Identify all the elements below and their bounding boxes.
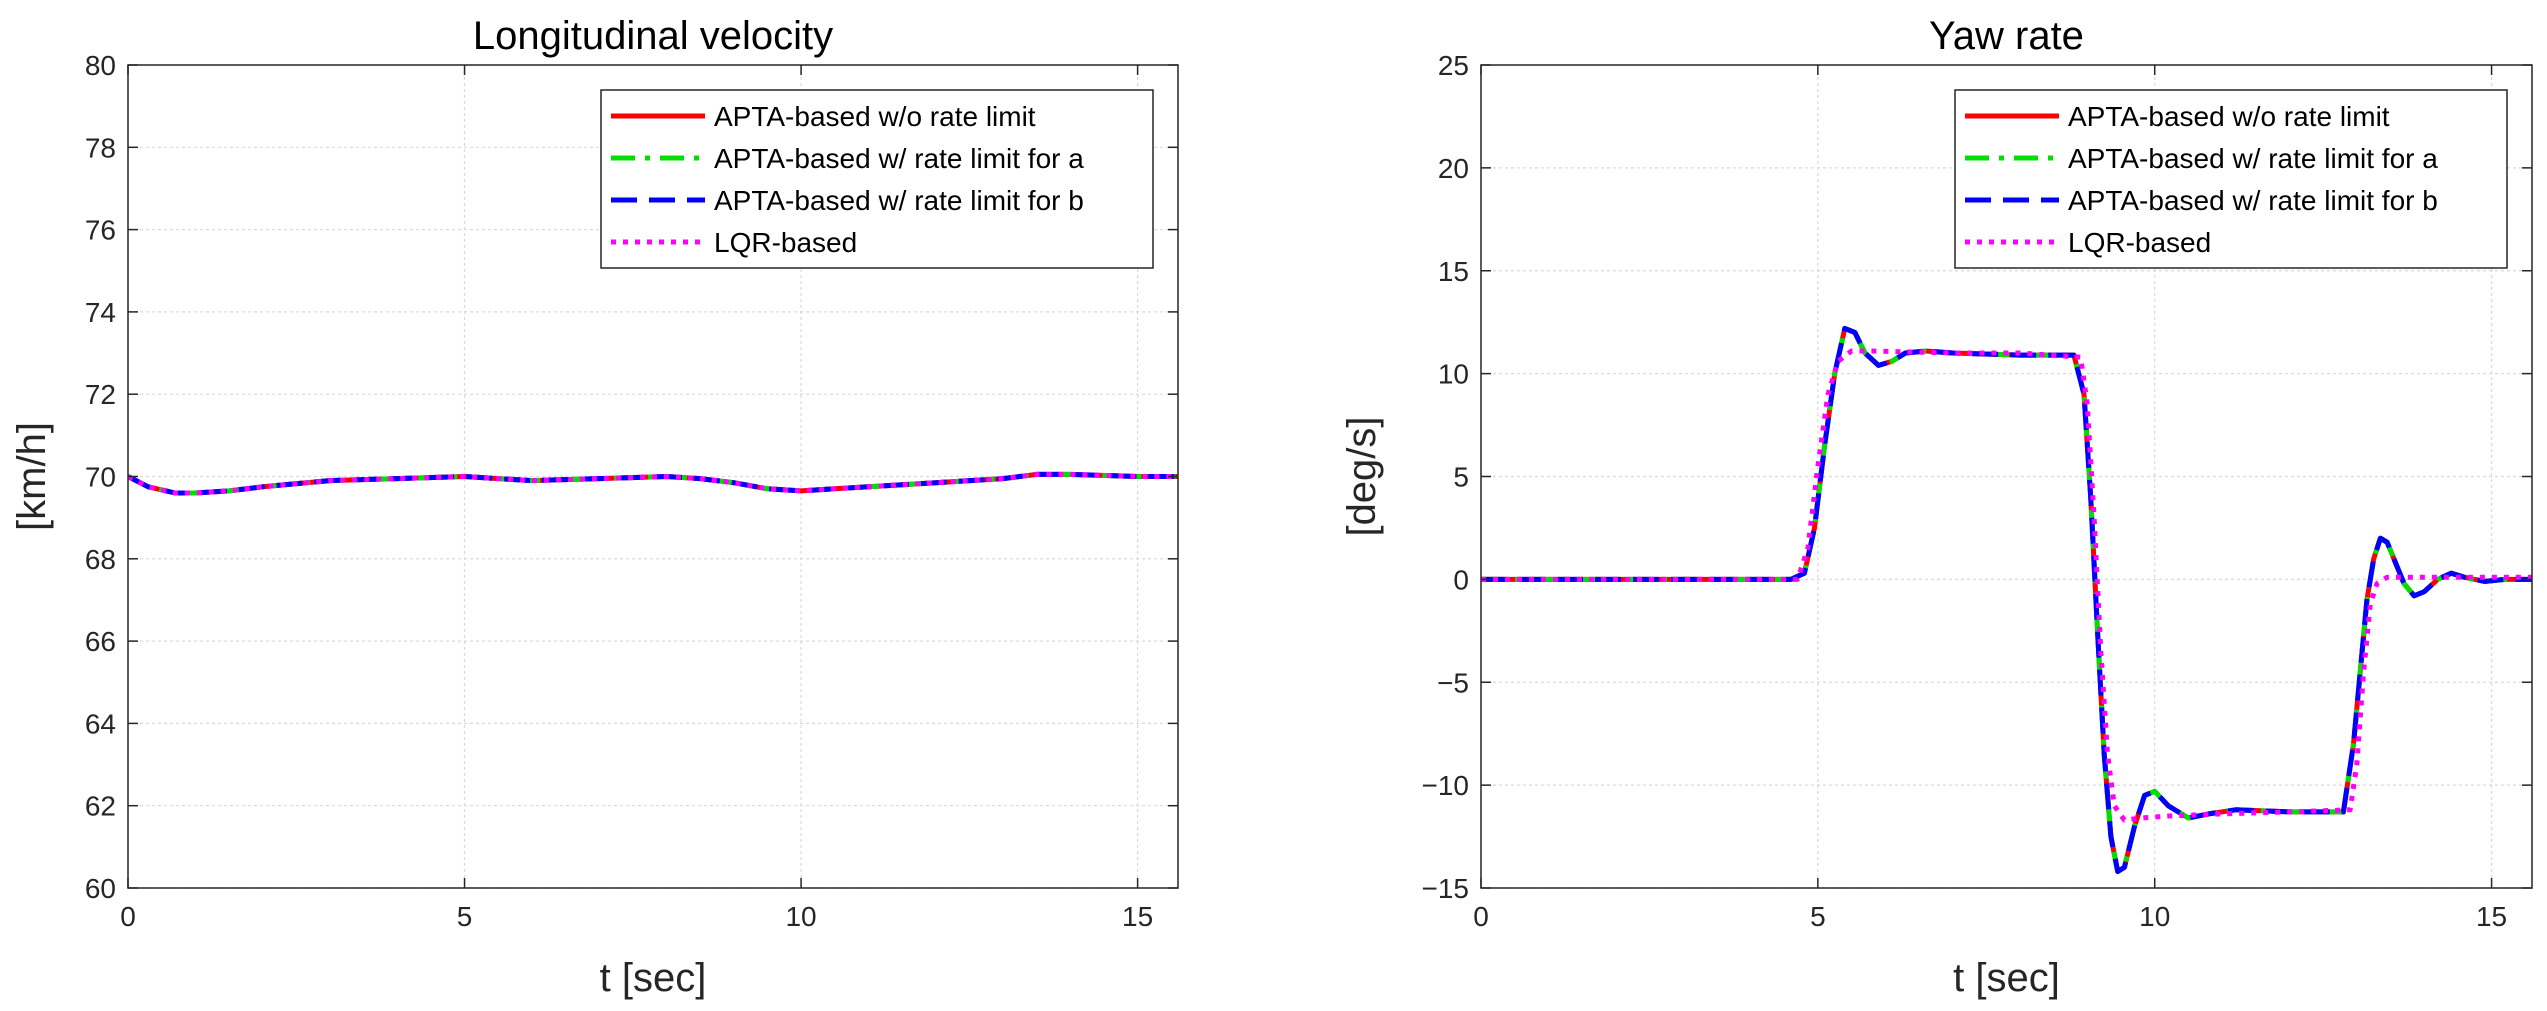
legend-label-2: APTA-based w/ rate limit for a bbox=[2068, 143, 2438, 174]
legend-label-1: APTA-based w/o rate limit bbox=[714, 101, 1036, 132]
x-tick-label: 10 bbox=[785, 901, 816, 932]
y-tick-label: 74 bbox=[85, 297, 116, 328]
x-axis-label: t [sec] bbox=[1953, 956, 2060, 1000]
y-tick-label: 64 bbox=[85, 708, 116, 739]
y-tick-label: 68 bbox=[85, 544, 116, 575]
y-tick-label: 0 bbox=[1453, 564, 1469, 595]
x-axis-label: t [sec] bbox=[600, 956, 707, 1000]
y-tick-label: 60 bbox=[85, 873, 116, 904]
y-tick-label: 20 bbox=[1438, 153, 1469, 184]
y-tick-label: 15 bbox=[1438, 256, 1469, 287]
x-tick-label: 5 bbox=[457, 901, 473, 932]
legend-label-4: LQR-based bbox=[2068, 227, 2211, 258]
legend-label-3: APTA-based w/ rate limit for b bbox=[714, 185, 1084, 216]
y-tick-label: 76 bbox=[85, 215, 116, 246]
legend-label-2: APTA-based w/ rate limit for a bbox=[714, 143, 1084, 174]
series-group bbox=[128, 471, 1178, 496]
chart-title: Yaw rate bbox=[1929, 14, 2084, 58]
y-tick-label: 25 bbox=[1438, 50, 1469, 81]
legend-box bbox=[600, 89, 1154, 269]
x-tick-label: 15 bbox=[1122, 901, 1153, 932]
yaw-rate-chart: 0 5 10 15 −15 −10 −5 0 5 10 15 20 25 Yaw rate t [sec] [… bbox=[1340, 14, 2533, 1000]
series-line-3 bbox=[1481, 325, 2532, 874]
y-tick-label: 80 bbox=[85, 50, 116, 81]
legend-label-3: APTA-based w/ rate limit for b bbox=[2068, 185, 2438, 216]
y-axis-label: [km/h] bbox=[10, 422, 54, 531]
y-tick-label: 66 bbox=[85, 626, 116, 657]
x-tick-label: 0 bbox=[1473, 901, 1489, 932]
x-tick-label: 5 bbox=[1810, 901, 1826, 932]
y-tick-label: 72 bbox=[85, 379, 116, 410]
chart-title: Longitudinal velocity bbox=[473, 14, 833, 58]
x-tick-label: 15 bbox=[2476, 901, 2507, 932]
y-axis-label: [deg/s] bbox=[1340, 416, 1384, 536]
legend-box bbox=[1954, 89, 2508, 269]
series-line-4 bbox=[128, 471, 1178, 496]
x-tick-label: 10 bbox=[2139, 901, 2170, 932]
legend-label-1: APTA-based w/o rate limit bbox=[2068, 101, 2390, 132]
y-tick-label: 78 bbox=[85, 132, 116, 163]
y-tick-label: −15 bbox=[1422, 873, 1470, 904]
y-tick-label: −10 bbox=[1422, 770, 1470, 801]
y-tick-label: 5 bbox=[1453, 462, 1469, 493]
series-group bbox=[1481, 325, 2532, 874]
y-tick-label: 10 bbox=[1438, 359, 1469, 390]
y-tick-label: 62 bbox=[85, 791, 116, 822]
y-tick-label: −5 bbox=[1437, 667, 1469, 698]
legend-label-4: LQR-based bbox=[714, 227, 857, 258]
velocity-chart: 0 5 10 15 60 62 64 66 68 70 72 74 76 78 80 Longitudinal… bbox=[10, 14, 1179, 1000]
y-tick-label: 70 bbox=[85, 462, 116, 493]
legend: APTA-based w/o rate limit APTA-based w/ r… bbox=[600, 89, 1154, 269]
x-tick-label: 0 bbox=[120, 901, 136, 932]
legend: APTA-based w/o rate limit APTA-based w/ r… bbox=[1954, 89, 2508, 269]
